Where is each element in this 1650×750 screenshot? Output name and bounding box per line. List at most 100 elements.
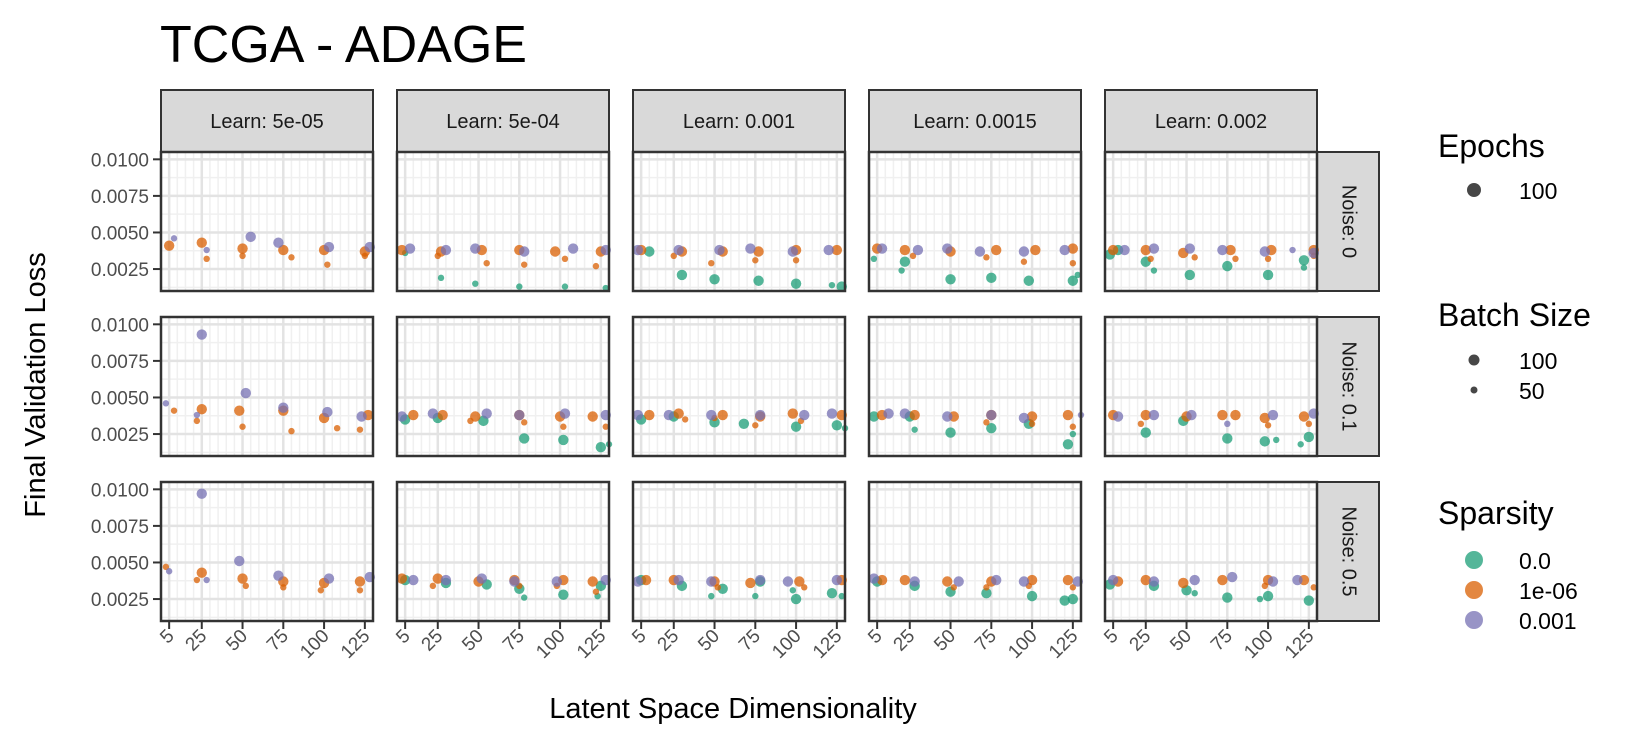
- data-point: [1186, 409, 1197, 421]
- data-point: [792, 257, 800, 264]
- legend-sparsity-1e-06-label: 1e-06: [1519, 578, 1578, 604]
- data-point: [826, 588, 838, 599]
- data-point: [1184, 243, 1196, 254]
- panel-border: [631, 315, 847, 458]
- legend-batch-100-label: 100: [1519, 348, 1557, 374]
- data-point: [437, 409, 448, 421]
- data-point: [408, 574, 419, 586]
- data-point: [521, 419, 528, 426]
- data-point: [1189, 574, 1200, 586]
- panel-border: [631, 480, 847, 623]
- facet-panel: 0.0025 0.0050 0.0075 0.0100 5 25 50 75 100 125: [91, 480, 375, 663]
- data-point: [561, 255, 569, 263]
- x-tick-label: 125: [573, 626, 610, 663]
- x-tick-label: 75: [263, 626, 293, 656]
- panel-border: [1103, 150, 1319, 293]
- legend-batch-50-swatch: [1470, 386, 1478, 394]
- x-tick-label: 125: [809, 626, 846, 663]
- data-point: [1107, 244, 1119, 256]
- y-tick-label: 0.0075: [91, 517, 149, 538]
- data-point: [1267, 576, 1279, 587]
- data-point: [559, 408, 571, 419]
- data-point: [799, 409, 810, 421]
- facet-strip: [396, 89, 610, 153]
- data-point: [981, 588, 992, 599]
- data-point: [162, 563, 170, 571]
- panel-border: [395, 315, 611, 458]
- data-point: [912, 244, 924, 256]
- data-point: [1107, 574, 1119, 586]
- data-point: [898, 267, 905, 274]
- data-point: [196, 237, 207, 248]
- facet-panel: [631, 150, 847, 293]
- data-point: [440, 574, 452, 586]
- data-point: [1191, 254, 1198, 261]
- data-point: [1147, 255, 1154, 263]
- facet-panel: [1103, 150, 1319, 293]
- data-point: [1069, 260, 1077, 267]
- data-point: [1222, 433, 1233, 444]
- data-point: [782, 576, 794, 587]
- data-point: [1184, 269, 1196, 281]
- data-point: [1303, 595, 1315, 606]
- facet-strip-label: Noise: 0.5: [1338, 506, 1360, 596]
- panel-border: [395, 150, 611, 293]
- facet-grid: Learn: 5e-05 Learn: 5e-04 Learn: 0.001 Lear…: [91, 89, 1380, 663]
- legend-batch-100-swatch: [1468, 354, 1480, 366]
- data-point: [239, 252, 246, 260]
- facet-strip: [868, 89, 1082, 153]
- data-point: [986, 423, 997, 434]
- data-point: [427, 408, 439, 419]
- data-point: [203, 576, 210, 584]
- data-point: [324, 261, 331, 268]
- panel-border: [867, 315, 1083, 458]
- facet-strip-label: Learn: 0.002: [1155, 111, 1267, 133]
- data-point: [790, 278, 802, 289]
- data-point: [986, 272, 997, 284]
- data-point: [1217, 244, 1228, 256]
- x-tick-label: 100: [1004, 626, 1041, 663]
- data-point: [333, 425, 341, 432]
- data-point: [521, 594, 528, 601]
- y-tick-label: 0.0100: [91, 315, 149, 336]
- data-point: [354, 576, 366, 587]
- data-point: [1262, 590, 1274, 602]
- legend-batch-size-title: Batch Size: [1438, 297, 1591, 333]
- data-point: [602, 284, 609, 292]
- legend-sparsity-0-swatch: [1465, 551, 1483, 569]
- data-point: [361, 252, 369, 260]
- data-point: [196, 329, 207, 340]
- data-point: [632, 576, 644, 587]
- data-point: [1026, 574, 1038, 586]
- data-point: [706, 409, 717, 421]
- data-point: [789, 587, 797, 594]
- data-point: [945, 274, 956, 285]
- x-tick-label: 125: [1045, 626, 1082, 663]
- facet-strip-label: Learn: 0.0015: [913, 111, 1036, 133]
- data-point: [709, 274, 720, 285]
- data-point: [193, 576, 201, 584]
- data-point: [1074, 271, 1081, 279]
- data-point: [551, 576, 563, 587]
- data-point: [432, 573, 443, 584]
- data-point: [404, 243, 416, 254]
- data-point: [408, 409, 419, 421]
- x-tick-label: 25: [1126, 626, 1156, 656]
- data-point: [162, 400, 170, 407]
- data-point: [974, 246, 986, 257]
- panel-border: [631, 150, 847, 293]
- x-tick-label: 125: [337, 626, 374, 663]
- data-point: [323, 241, 335, 253]
- data-point: [801, 584, 808, 591]
- data-point: [1137, 420, 1145, 428]
- data-point: [196, 403, 207, 415]
- data-point: [280, 584, 287, 591]
- facet-strip: [1316, 316, 1380, 457]
- legend-sparsity-1e-06-swatch: [1465, 581, 1483, 599]
- data-point: [1059, 595, 1070, 606]
- x-tick-label: 125: [1281, 626, 1318, 663]
- data-point: [1298, 411, 1310, 422]
- x-tick-label: 100: [768, 626, 805, 663]
- facet-panel: [395, 150, 611, 293]
- data-point: [602, 423, 609, 430]
